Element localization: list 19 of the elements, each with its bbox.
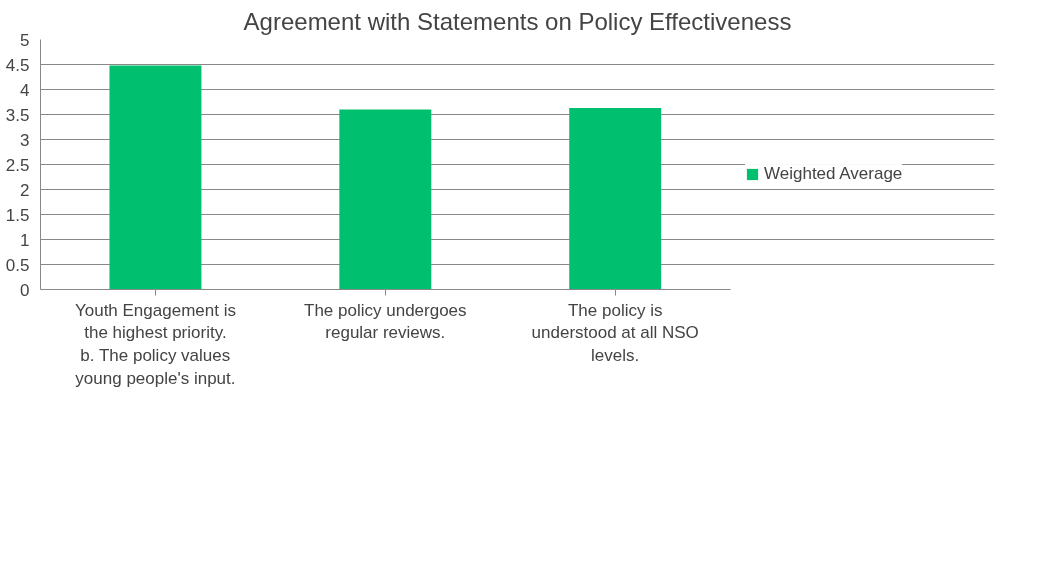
y-tick-label: 0.5 [5, 255, 30, 275]
y-tick-label: 0 [20, 280, 30, 300]
bar [109, 65, 202, 290]
y-tick-label: 2 [20, 180, 30, 200]
x-tick-label: The policy is understood at all NSO levels. [531, 300, 699, 366]
y-tick-label: 3.5 [5, 105, 30, 125]
y-tick-label: 4.5 [5, 55, 30, 75]
bar [569, 108, 662, 290]
bar [339, 109, 432, 290]
y-tick-label: 4 [20, 80, 30, 100]
y-tick-label: 3 [20, 130, 30, 150]
legend-label: Weighted Average [764, 164, 903, 184]
chart-title: Agreement with Statements on Policy Effectiveness [243, 7, 792, 35]
x-tick-label: The policy undergoes regular reviews. [304, 300, 467, 343]
y-tick-label: 1.5 [5, 205, 30, 225]
x-tick-label: Youth Engagement is the highest priority. b. The policy values young people's input. [74, 300, 236, 388]
y-tick-label: 2.5 [5, 155, 30, 175]
y-tick-label: 1 [20, 230, 30, 250]
y-tick-label: 5 [20, 30, 30, 50]
